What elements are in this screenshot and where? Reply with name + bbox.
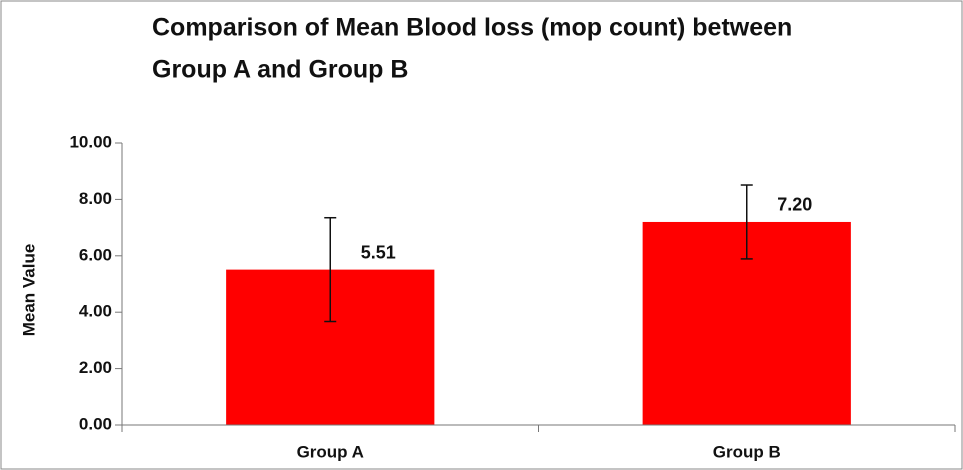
y-tick-label: 6.00 bbox=[79, 245, 112, 264]
chart-title: Group A and Group B bbox=[152, 56, 408, 84]
y-axis-label: Mean Value bbox=[19, 244, 38, 337]
y-tick-label: 0.00 bbox=[79, 414, 112, 433]
data-label: 5.51 bbox=[361, 242, 396, 262]
x-tick-label: Group A bbox=[297, 442, 364, 461]
y-tick-label: 4.00 bbox=[79, 302, 112, 321]
y-tick-label: 8.00 bbox=[79, 189, 112, 208]
data-label: 7.20 bbox=[777, 195, 812, 215]
x-tick-label: Group B bbox=[713, 442, 781, 461]
y-tick-label: 10.00 bbox=[69, 132, 112, 151]
chart-title: Comparison of Mean Blood loss (mop count… bbox=[152, 14, 792, 42]
y-tick-label: 2.00 bbox=[79, 358, 112, 377]
